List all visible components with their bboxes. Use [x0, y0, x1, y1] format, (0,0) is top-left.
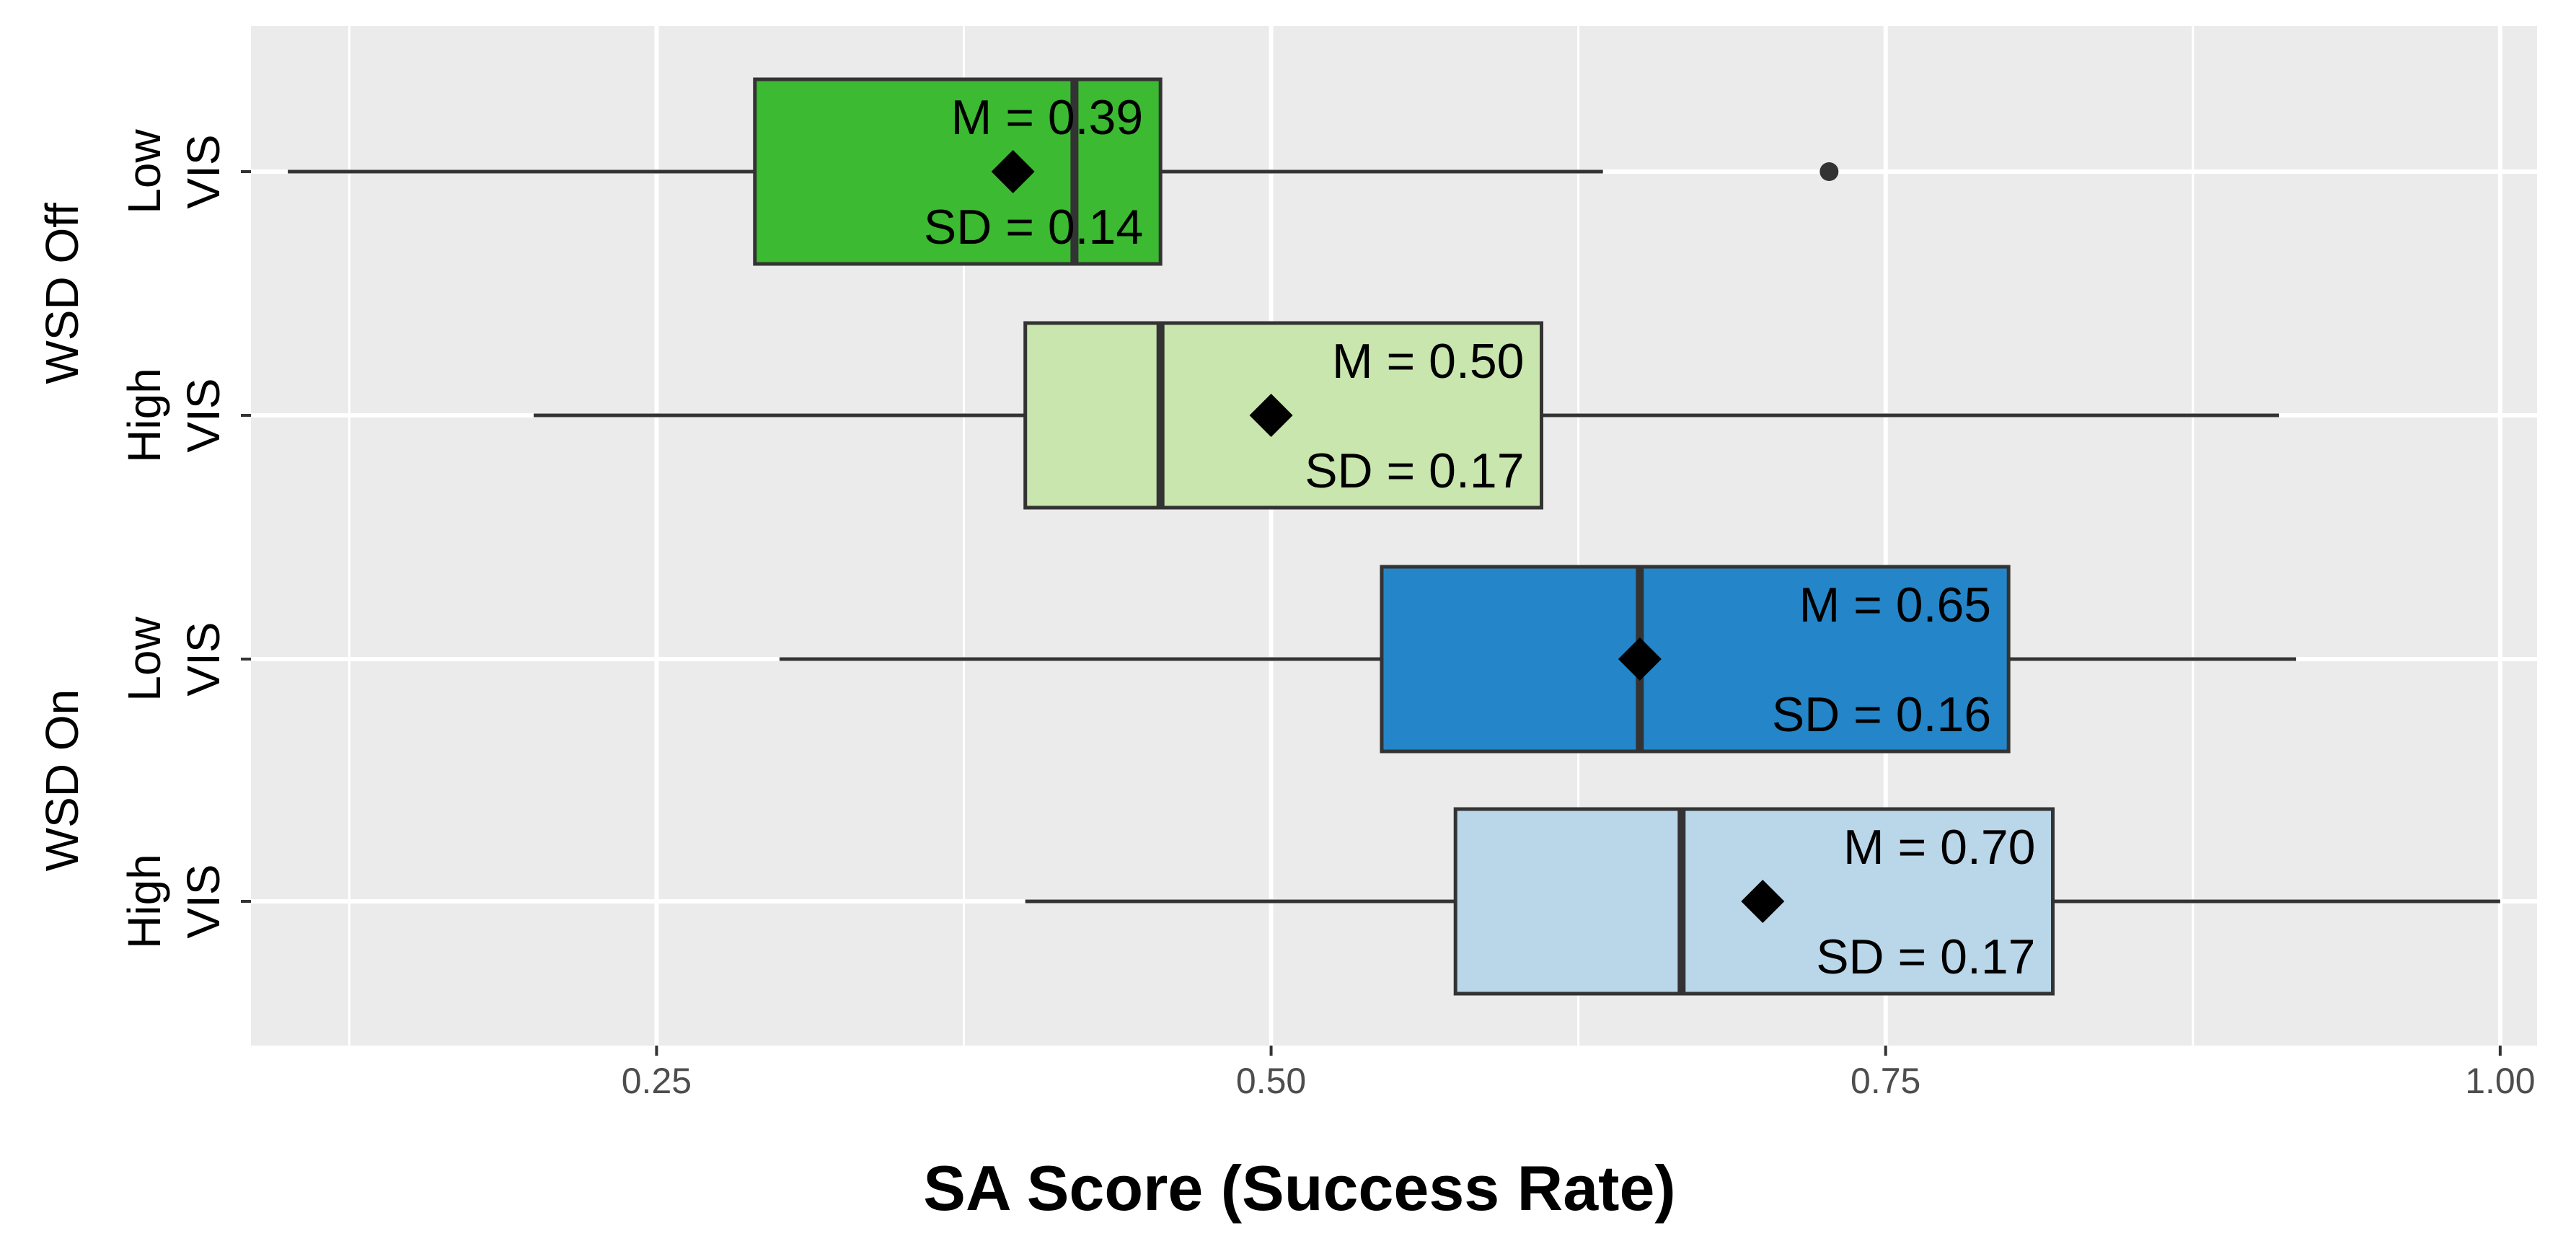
plot-panel	[251, 26, 2537, 1046]
y-category-label: VIS	[177, 864, 229, 938]
y-category-label: VIS	[177, 622, 229, 696]
box-row	[533, 321, 2280, 510]
box-row	[1025, 807, 2500, 996]
sd-label: SD = 0.17	[1816, 929, 2035, 984]
x-axis-title: SA Score (Success Rate)	[923, 1152, 1675, 1224]
box-row	[288, 77, 1839, 266]
x-tick-label: 0.25	[622, 1061, 692, 1101]
box-row	[779, 565, 2296, 754]
y-group-label: WSD Off	[36, 203, 88, 384]
mean-label: M = 0.65	[1799, 578, 1992, 632]
x-tick-label: 0.50	[1236, 1061, 1306, 1101]
sd-label: SD = 0.16	[1772, 687, 1991, 742]
mean-marker	[991, 150, 1035, 193]
outlier-point	[1819, 162, 1839, 181]
y-category-label: High	[118, 368, 170, 463]
y-category-label: High	[118, 854, 170, 949]
mean-marker	[1618, 637, 1662, 681]
y-category-label: Low	[118, 129, 170, 214]
y-category-label: VIS	[177, 134, 229, 208]
box	[1023, 321, 1544, 510]
mean-label: M = 0.70	[1843, 820, 2036, 875]
mean-label: M = 0.50	[1332, 334, 1525, 389]
sd-label: SD = 0.17	[1305, 443, 1524, 498]
box	[753, 77, 1163, 266]
y-group-label: WSD On	[36, 689, 88, 871]
sd-label: SD = 0.14	[924, 200, 1143, 255]
mean-marker	[1741, 880, 1785, 923]
mean-label: M = 0.39	[951, 90, 1144, 145]
y-category-label: Low	[118, 617, 170, 702]
mean-marker	[1249, 394, 1293, 437]
x-tick-label: 0.75	[1851, 1061, 1920, 1101]
y-category-label: VIS	[177, 378, 229, 452]
x-tick-label: 1.00	[2465, 1061, 2535, 1101]
box	[1380, 565, 2011, 754]
